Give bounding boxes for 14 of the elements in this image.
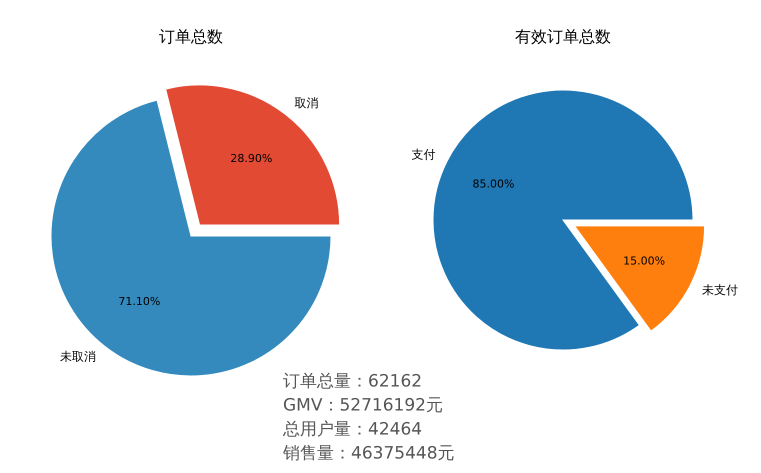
text: GMV：52716192元 [283,396,443,416]
data-label: 15.00% [623,254,666,268]
text: 订单总量：62162 [283,372,422,392]
slice-label: 取消 [294,96,318,110]
text: 销售量：46375448元 [282,444,455,464]
slice-label: 支付 [412,147,436,162]
slice-label: 未支付 [702,283,738,298]
data-label: 85.00% [472,178,514,191]
data-label: 71.10% [118,295,160,308]
chart-title: 有效订单总数 [515,27,611,46]
slice-label: 未取消 [60,350,96,364]
chart-title: 订单总数 [159,27,223,46]
text: 总用户量：42464 [282,420,422,440]
data-label: 28.90% [230,152,272,165]
